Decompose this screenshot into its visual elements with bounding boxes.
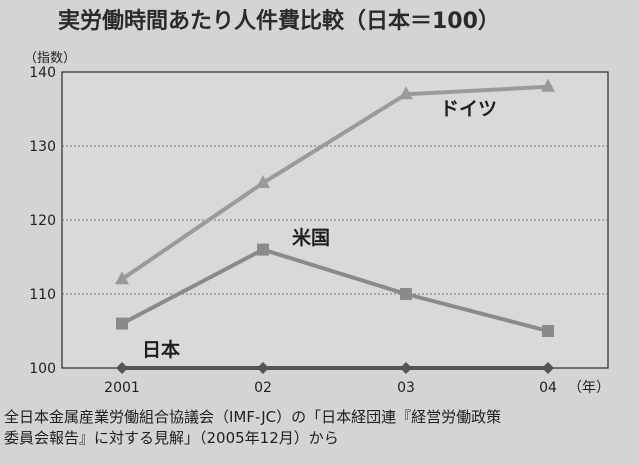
series-line bbox=[121, 247, 549, 333]
source-note-line-1: 全日本金属産業労働組合協議会（IMF-JC）の「日本経団連『経営労働政策 bbox=[4, 408, 501, 426]
y-axis-ticks: 100 110 120 130 140 bbox=[29, 65, 56, 377]
data-point-square bbox=[542, 325, 554, 337]
data-point-square bbox=[400, 288, 412, 300]
data-point-square bbox=[257, 243, 269, 256]
x-axis-ticks: 2001 02 03 04 （年） bbox=[104, 380, 610, 396]
data-point-triangle bbox=[399, 86, 413, 100]
y-axis-unit-label: （指数） bbox=[24, 51, 76, 66]
series-name-label: 米国 bbox=[292, 226, 330, 249]
x-axis-unit-label: （年） bbox=[568, 380, 610, 396]
x-tick-label: 03 bbox=[397, 380, 415, 396]
y-tick-label: 140 bbox=[29, 65, 56, 81]
series-name-label: ドイツ bbox=[440, 98, 497, 120]
y-tick-label: 120 bbox=[29, 213, 56, 229]
y-tick-label: 130 bbox=[29, 139, 56, 155]
data-point-diamond bbox=[257, 362, 269, 374]
series-name-label: 日本 bbox=[142, 338, 180, 361]
y-tick-label: 110 bbox=[29, 287, 56, 303]
source-note-line-2: 委員会報告』に対する見解」（2005年12月）から bbox=[4, 429, 339, 447]
series-lines bbox=[120, 84, 549, 370]
x-tick-label: 02 bbox=[254, 380, 272, 396]
data-point-triangle bbox=[115, 271, 129, 285]
data-point-diamond bbox=[542, 362, 554, 374]
data-point-diamond bbox=[400, 362, 412, 374]
x-tick-label: 04 bbox=[539, 380, 557, 396]
data-point-triangle bbox=[256, 175, 270, 188]
plot-area bbox=[61, 71, 609, 369]
x-tick-label: 2001 bbox=[104, 380, 140, 396]
series-markers bbox=[115, 78, 555, 374]
data-point-square bbox=[116, 317, 128, 330]
data-point-triangle bbox=[541, 78, 555, 92]
chart-title: 実労働時間あたり人件費比較（日本＝100） bbox=[58, 8, 500, 34]
data-point-diamond bbox=[116, 362, 128, 374]
y-tick-label: 100 bbox=[29, 361, 56, 377]
series-line bbox=[120, 84, 549, 281]
